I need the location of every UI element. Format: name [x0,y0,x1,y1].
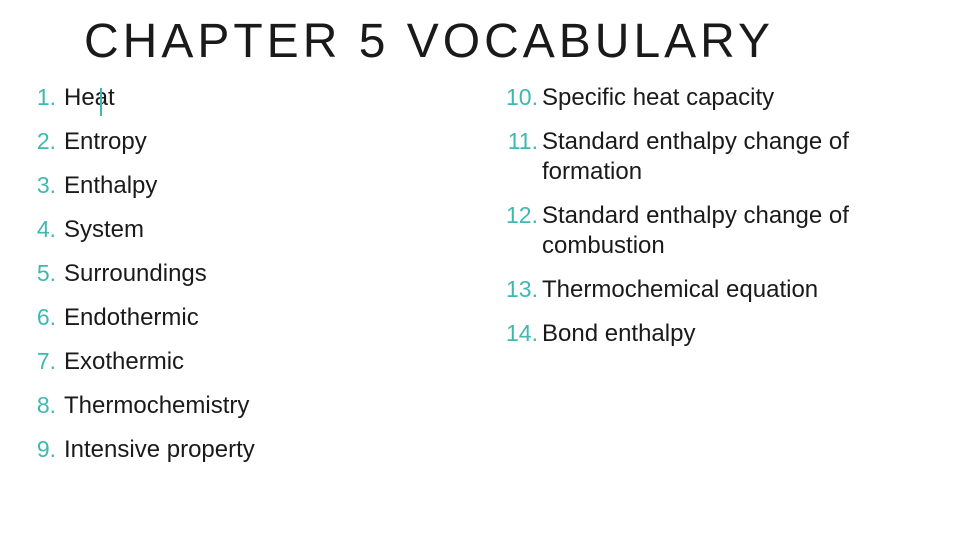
list-item: 9. Intensive property [30,435,460,465]
slide: CHAPTER 5 VOCABULARY 1. Heat 2. Entropy … [0,0,960,540]
item-number: 8. [30,391,64,420]
item-number: 5. [30,259,64,288]
list-item: 4. System [30,215,460,245]
item-number: 10. [500,83,542,112]
list-item: 7. Exothermic [30,347,460,377]
item-term: Thermochemistry [64,391,249,421]
item-term: Heat [64,83,115,113]
item-term: Endothermic [64,303,199,333]
list-item: 3. Enthalpy [30,171,460,201]
item-term: Standard enthalpy change of combustion [542,201,930,261]
item-term: System [64,215,144,245]
item-number: 13. [500,275,542,304]
right-column: 10. Specific heat capacity 11. Standard … [500,83,930,479]
item-number: 2. [30,127,64,156]
list-item: 6. Endothermic [30,303,460,333]
item-term: Bond enthalpy [542,319,695,349]
list-item: 10. Specific heat capacity [500,83,930,113]
item-term: Enthalpy [64,171,157,201]
item-number: 9. [30,435,64,464]
item-number: 11. [500,127,542,156]
columns-container: 1. Heat 2. Entropy 3. Enthalpy 4. System… [30,83,930,479]
item-term: Surroundings [64,259,207,289]
list-item: 5. Surroundings [30,259,460,289]
page-title: CHAPTER 5 VOCABULARY [84,14,930,69]
list-item: 11. Standard enthalpy change of formatio… [500,127,930,187]
list-item: 1. Heat [30,83,460,113]
list-item: 8. Thermochemistry [30,391,460,421]
item-number: 6. [30,303,64,332]
item-term: Intensive property [64,435,255,465]
item-term: Thermochemical equation [542,275,818,305]
list-item: 2. Entropy [30,127,460,157]
text-cursor [100,88,102,116]
list-item: 12. Standard enthalpy change of combusti… [500,201,930,261]
item-number: 14. [500,319,542,348]
item-number: 12. [500,201,542,230]
item-number: 1. [30,83,64,112]
list-item: 14. Bond enthalpy [500,319,930,349]
left-column: 1. Heat 2. Entropy 3. Enthalpy 4. System… [30,83,460,479]
item-number: 3. [30,171,64,200]
item-term: Exothermic [64,347,184,377]
list-item: 13. Thermochemical equation [500,275,930,305]
item-number: 4. [30,215,64,244]
item-term: Entropy [64,127,147,157]
item-term: Specific heat capacity [542,83,774,113]
item-term: Standard enthalpy change of formation [542,127,930,187]
item-number: 7. [30,347,64,376]
